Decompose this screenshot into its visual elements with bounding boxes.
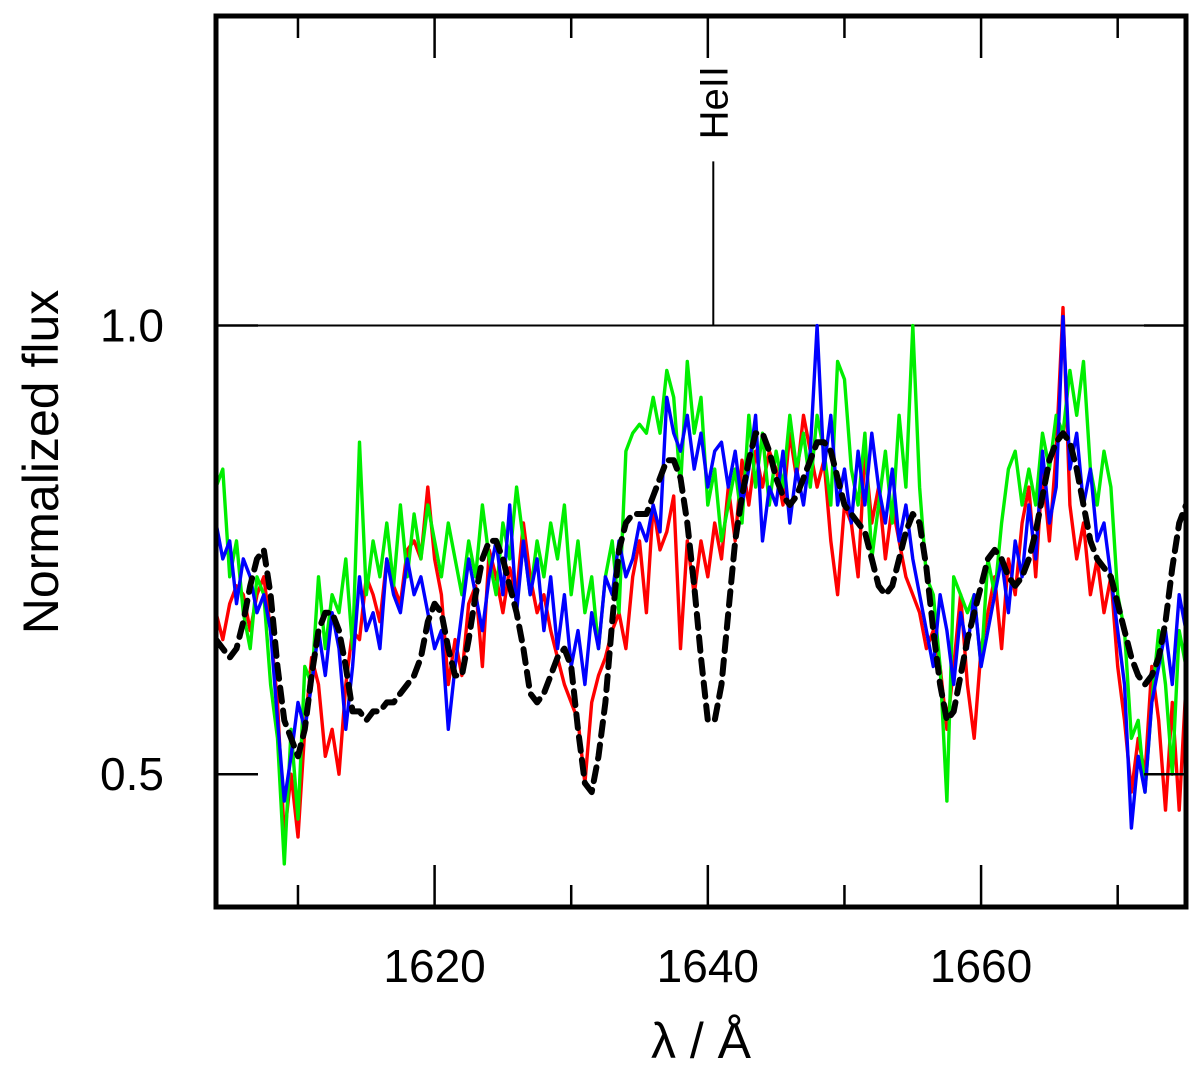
series-line-1 [216, 323, 1186, 866]
plot-area: HeII [216, 66, 1186, 866]
annotation-label-0: HeII [692, 66, 736, 139]
x-tick-label-1: 1640 [657, 940, 759, 992]
x-tick-label-0: 1620 [383, 940, 485, 992]
axes: 1620 1640 1660 0.5 1.0 [100, 13, 1189, 992]
series-group [216, 305, 1186, 866]
y-tick-label-1: 1.0 [100, 300, 164, 352]
y-axis-title: Normalized flux [13, 290, 69, 635]
plot-frame [213, 13, 1189, 910]
x-axis-title: λ / Å [651, 1013, 752, 1069]
series-line-3 [216, 430, 1186, 796]
series-line-2 [216, 314, 1186, 830]
series-line-0 [216, 305, 1186, 839]
y-tick-label-0: 0.5 [100, 748, 164, 800]
x-tick-label-2: 1660 [930, 940, 1032, 992]
